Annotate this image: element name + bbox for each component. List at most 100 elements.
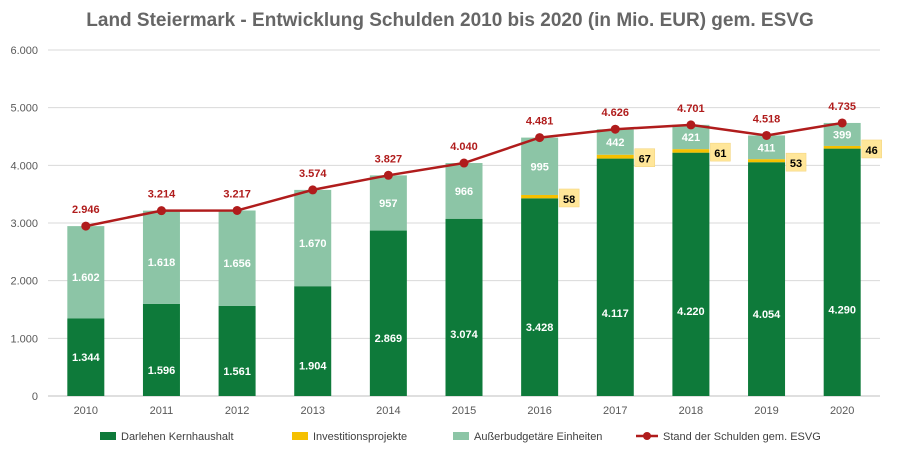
data-label-kernhaushalt: 4.054 <box>753 309 781 321</box>
bar-kernhaushalt <box>672 152 710 396</box>
line-point <box>762 130 772 140</box>
bar-kernhaushalt <box>823 148 861 396</box>
bar-ausserbudgetaere <box>748 135 786 160</box>
data-label-line: 3.574 <box>299 168 327 180</box>
bar-kernhaushalt <box>596 158 634 396</box>
bar-ausserbudgetaere <box>218 210 256 306</box>
bar-ausserbudgetaere <box>445 163 483 219</box>
legend-label: Stand der Schulden gem. ESVG <box>663 431 821 443</box>
data-label-line: 2.946 <box>72 204 100 216</box>
data-label-kernhaushalt: 1.904 <box>299 360 327 372</box>
bar-ausserbudgetaere <box>521 137 559 195</box>
data-label-ausserbudgetaere: 957 <box>379 198 397 210</box>
line-point <box>459 158 469 168</box>
y-tick-label: 3.000 <box>10 218 38 230</box>
data-label-line: 4.040 <box>450 141 478 153</box>
data-label-box-investitionsprojekte <box>634 148 656 167</box>
data-label-box-investitionsprojekte <box>785 152 807 172</box>
data-label-kernhaushalt: 1.561 <box>223 366 251 378</box>
legend-swatch <box>100 432 116 440</box>
data-label-ausserbudgetaere: 442 <box>606 137 624 149</box>
x-tick-label: 2013 <box>300 405 324 417</box>
legend-swatch-marker <box>643 432 651 440</box>
bar-kernhaushalt <box>445 218 483 396</box>
data-label-ausserbudgetaere: 1.670 <box>299 238 327 250</box>
line-point <box>837 118 847 128</box>
x-tick-label: 2011 <box>150 405 174 417</box>
data-label-kernhaushalt: 1.596 <box>148 365 176 377</box>
line-point <box>232 205 242 215</box>
bar-kernhaushalt <box>369 230 407 396</box>
data-label-ausserbudgetaere: 421 <box>682 132 700 144</box>
legend-label: Außerbudgetäre Einheiten <box>474 431 602 443</box>
line-point <box>156 206 166 216</box>
data-label-investitionsprojekte: 61 <box>714 148 726 160</box>
bar-ausserbudgetaere <box>294 189 332 287</box>
legend-label: Investitionsprojekte <box>313 431 407 443</box>
bar-investitionsprojekte <box>672 149 710 153</box>
data-label-ausserbudgetaere: 1.618 <box>148 257 176 269</box>
bar-kernhaushalt <box>294 286 332 396</box>
bar-kernhaushalt <box>521 198 559 396</box>
data-label-line: 4.735 <box>828 101 856 113</box>
data-label-investitionsprojekte: 58 <box>563 194 575 206</box>
x-tick-label: 2018 <box>679 405 703 417</box>
data-label-investitionsprojekte: 67 <box>639 154 651 166</box>
data-label-line: 3.214 <box>148 189 176 201</box>
data-label-ausserbudgetaere: 995 <box>530 161 548 173</box>
x-tick-label: 2012 <box>225 405 249 417</box>
x-tick-label: 2015 <box>452 405 476 417</box>
bar-ausserbudgetaere <box>142 210 180 304</box>
bar-investitionsprojekte <box>596 154 634 159</box>
y-tick-label: 1.000 <box>10 333 38 345</box>
line-point <box>686 120 696 130</box>
line-point <box>535 133 545 143</box>
bar-investitionsprojekte <box>823 145 861 149</box>
bar-investitionsprojekte <box>521 194 559 199</box>
y-tick-label: 2.000 <box>10 276 38 288</box>
data-label-line: 3.827 <box>375 153 403 165</box>
bar-ausserbudgetaere <box>369 175 407 231</box>
x-tick-label: 2010 <box>74 405 98 417</box>
data-label-ausserbudgetaere: 399 <box>833 129 851 141</box>
data-label-kernhaushalt: 4.117 <box>602 308 629 320</box>
y-tick-label: 4.000 <box>10 160 38 172</box>
data-label-line: 4.481 <box>526 116 554 128</box>
line-point <box>383 170 393 180</box>
data-label-line: 4.626 <box>602 107 630 119</box>
y-tick-label: 6.000 <box>10 45 38 57</box>
data-label-kernhaushalt: 4.290 <box>828 304 856 316</box>
y-tick-label: 5.000 <box>10 103 38 115</box>
data-label-investitionsprojekte: 46 <box>866 145 878 157</box>
x-tick-label: 2020 <box>830 405 854 417</box>
legend-swatch <box>292 432 308 440</box>
line-point <box>308 185 318 195</box>
bar-investitionsprojekte <box>748 159 786 163</box>
x-tick-label: 2017 <box>603 405 627 417</box>
line-point <box>81 221 91 231</box>
data-label-box-investitionsprojekte <box>558 188 580 208</box>
data-label-kernhaushalt: 4.220 <box>677 306 705 318</box>
bar-kernhaushalt <box>67 318 105 396</box>
data-label-line: 3.217 <box>223 188 251 200</box>
data-label-kernhaushalt: 3.074 <box>450 329 478 341</box>
data-label-ausserbudgetaere: 411 <box>758 142 776 154</box>
x-tick-label: 2014 <box>376 405 400 417</box>
data-label-ausserbudgetaere: 1.656 <box>223 258 251 270</box>
bar-ausserbudgetaere <box>823 122 861 146</box>
data-label-kernhaushalt: 1.344 <box>72 352 100 364</box>
x-tick-label: 2019 <box>754 405 778 417</box>
legend-label: Darlehen Kernhaushalt <box>121 431 234 443</box>
data-label-investitionsprojekte: 53 <box>790 158 802 170</box>
bar-kernhaushalt <box>142 303 180 396</box>
data-label-kernhaushalt: 2.869 <box>375 333 403 345</box>
y-tick-label: 0 <box>32 391 38 403</box>
bar-kernhaushalt <box>748 162 786 396</box>
line-point <box>610 124 620 134</box>
bar-kernhaushalt <box>218 305 256 396</box>
legend-swatch <box>453 432 469 440</box>
bar-ausserbudgetaere <box>67 226 105 319</box>
data-label-ausserbudgetaere: 966 <box>455 186 473 198</box>
